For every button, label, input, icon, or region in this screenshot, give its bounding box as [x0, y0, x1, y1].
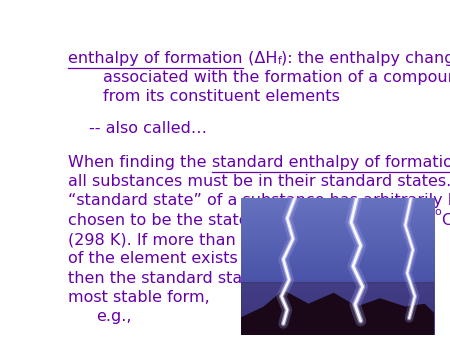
Text: f: f — [278, 56, 281, 66]
Text: chosen to be the state of the substance at 25: chosen to be the state of the substance … — [68, 213, 435, 228]
Text: associated with the formation of a compound: associated with the formation of a compo… — [104, 70, 450, 85]
Text: When finding the: When finding the — [68, 155, 212, 170]
Text: then the standard state is the: then the standard state is the — [68, 270, 308, 286]
Text: o: o — [435, 207, 441, 217]
Text: standard enthalpy of formation: standard enthalpy of formation — [212, 155, 450, 170]
Text: most stable form,: most stable form, — [68, 290, 210, 305]
Text: e.g.,: e.g., — [96, 309, 132, 324]
Text: “standard state” of a substance has arbitrarily been: “standard state” of a substance has arbi… — [68, 193, 450, 209]
Text: -- also called…: -- also called… — [90, 121, 207, 136]
Text: of the element exists at 298 K,: of the element exists at 298 K, — [68, 251, 316, 266]
Polygon shape — [241, 283, 434, 318]
Text: (298 K). If more than one form: (298 K). If more than one form — [68, 232, 314, 247]
Text: all substances must be in their standard states. The: all substances must be in their standard… — [68, 174, 450, 189]
Text: enthalpy of formation: enthalpy of formation — [68, 51, 243, 66]
Text: (ΔH: (ΔH — [243, 51, 278, 66]
Text: ): the enthalpy change: ): the enthalpy change — [281, 51, 450, 66]
Text: from its constituent elements: from its constituent elements — [104, 90, 340, 104]
Text: C: C — [441, 213, 450, 228]
Polygon shape — [241, 291, 434, 335]
